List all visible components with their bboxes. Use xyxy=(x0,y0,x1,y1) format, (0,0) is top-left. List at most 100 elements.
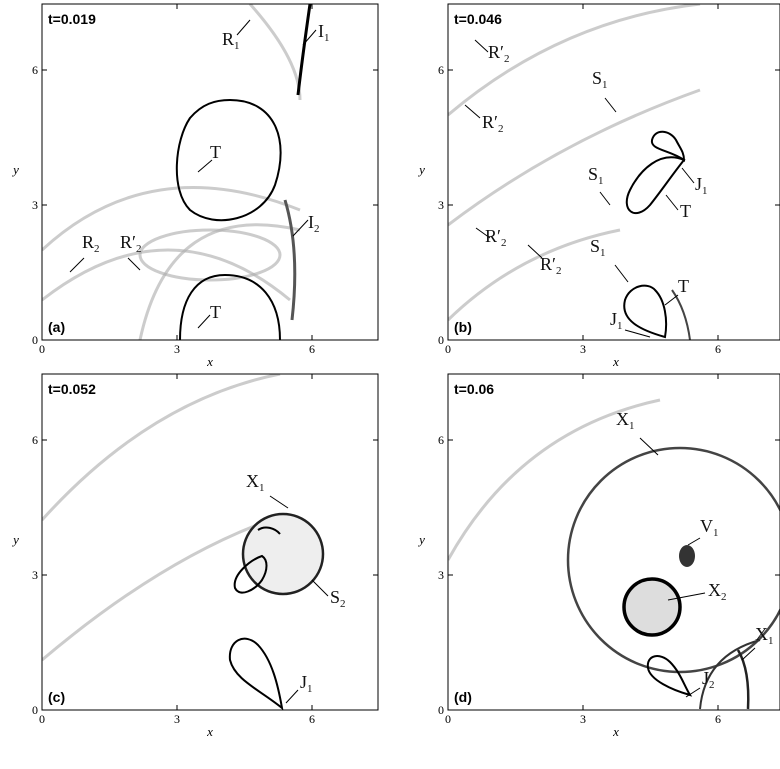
x-axis-label: x xyxy=(206,354,213,369)
annotation: R′2 xyxy=(120,232,141,255)
annotation: J1 xyxy=(695,174,708,197)
annotation-sub: 1 xyxy=(768,635,774,647)
annotation-sub: 1 xyxy=(307,683,313,695)
annotation-sub: 2 xyxy=(498,123,504,135)
annotation-sub: 2 xyxy=(556,265,562,277)
x-tick-label: 3 xyxy=(174,342,180,356)
x-tick-label: 6 xyxy=(309,342,315,356)
leader-line xyxy=(666,195,678,210)
y-axis-label: y xyxy=(11,532,19,547)
annotation-base: R′ xyxy=(488,42,504,62)
annotation-base: S xyxy=(330,587,340,607)
annotation: T xyxy=(210,142,221,162)
x-tick-label: 3 xyxy=(580,342,586,356)
x-tick-label: 6 xyxy=(715,342,721,356)
annotation-sub: 1 xyxy=(713,527,719,539)
annotation: X2 xyxy=(708,580,727,603)
annotation: S1 xyxy=(590,236,606,259)
annotation: S1 xyxy=(592,68,608,91)
annotation-sub: 2 xyxy=(94,243,100,255)
y-tick-label: 3 xyxy=(438,568,444,582)
leader-line xyxy=(665,295,678,305)
annotation-base: T xyxy=(678,276,689,296)
x-tick-label: 6 xyxy=(309,712,315,726)
annotation-base: T xyxy=(210,302,221,322)
annotation-base: T xyxy=(680,201,691,221)
panel-tag: (d) xyxy=(454,689,472,705)
x-tick-label: 0 xyxy=(39,342,45,356)
annotation: R1 xyxy=(222,29,240,52)
y-axis-label: y xyxy=(417,532,425,547)
annotation-sub: 2 xyxy=(136,243,142,255)
panel-tag: (c) xyxy=(48,689,65,705)
y-axis-label: y xyxy=(11,162,19,177)
x-tick-label: 0 xyxy=(39,712,45,726)
y-tick-label: 0 xyxy=(32,703,38,717)
time-label: t=0.046 xyxy=(454,11,502,27)
annotation: I2 xyxy=(308,212,320,235)
annotation-base: R′ xyxy=(540,254,556,274)
panel-tag: (a) xyxy=(48,319,65,335)
y-tick-label: 0 xyxy=(32,333,38,347)
annotation-sub: 1 xyxy=(600,247,606,259)
y-tick-label: 0 xyxy=(438,703,444,717)
annotation-base: J xyxy=(300,672,307,692)
annotation-sub: 1 xyxy=(617,320,623,332)
leader-line xyxy=(600,192,610,205)
annotation-base: V xyxy=(700,516,713,536)
annotation: X1 xyxy=(246,471,265,494)
annotation-base: T xyxy=(210,142,221,162)
annotation-base: R′ xyxy=(482,112,498,132)
x-tick-label: 3 xyxy=(580,712,586,726)
annotation: S2 xyxy=(330,587,346,610)
field-image xyxy=(42,4,310,340)
leader-line xyxy=(70,258,84,272)
annotation-sub: 1 xyxy=(324,32,330,44)
y-axis-label: y xyxy=(417,162,425,177)
annotation: R′2 xyxy=(488,42,509,65)
x-axis-label: x xyxy=(612,354,619,369)
annotation-base: S xyxy=(592,68,602,88)
annotation-base: R xyxy=(222,29,234,49)
y-tick-label: 3 xyxy=(32,198,38,212)
x-tick-label: 3 xyxy=(174,712,180,726)
plot-frame xyxy=(42,374,378,710)
annotation: T xyxy=(680,201,691,221)
annotation-base: R′ xyxy=(485,226,501,246)
y-tick-label: 6 xyxy=(438,433,444,447)
annotation-base: X xyxy=(755,624,768,644)
annotation-sub: 1 xyxy=(234,40,240,52)
annotation-sub: 2 xyxy=(504,53,510,65)
leader-line xyxy=(475,40,488,52)
x-axis-label: x xyxy=(612,724,619,739)
annotation-base: X xyxy=(246,471,259,491)
annotation: V1 xyxy=(700,516,719,539)
annotation-sub: 2 xyxy=(340,598,346,610)
plot-frame xyxy=(42,4,378,340)
annotation-base: R′ xyxy=(120,232,136,252)
annotation: R′2 xyxy=(540,254,561,277)
field-image xyxy=(42,374,323,708)
figure: 036036xyt=0.019(a)R1I1TR2R′2I2T036036xyt… xyxy=(0,0,780,769)
leader-line xyxy=(682,168,694,183)
annotation: T xyxy=(678,276,689,296)
annotation-sub: 2 xyxy=(314,223,320,235)
time-label: t=0.06 xyxy=(454,381,494,397)
annotation-sub: 2 xyxy=(501,237,507,249)
leader-line xyxy=(286,690,298,703)
y-tick-label: 6 xyxy=(438,63,444,77)
x-axis-label: x xyxy=(206,724,213,739)
field-image xyxy=(448,400,780,709)
annotation-sub: 1 xyxy=(598,175,604,187)
annotation-base: S xyxy=(588,164,598,184)
annotation-base: J xyxy=(702,668,709,688)
annotation-sub: 2 xyxy=(709,679,715,691)
annotation: S1 xyxy=(588,164,604,187)
panel-tag: (b) xyxy=(454,319,472,335)
y-tick-label: 6 xyxy=(32,63,38,77)
annotation: T xyxy=(210,302,221,322)
x-tick-label: 0 xyxy=(445,712,451,726)
leader-line xyxy=(605,98,616,112)
annotation-sub: 1 xyxy=(259,482,265,494)
annotation-sub: 1 xyxy=(602,79,608,91)
